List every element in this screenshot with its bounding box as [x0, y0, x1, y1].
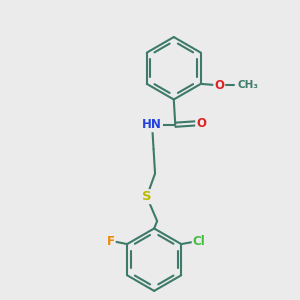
Text: HN: HN — [142, 118, 162, 131]
Text: O: O — [214, 79, 224, 92]
Text: Cl: Cl — [193, 235, 206, 248]
Text: F: F — [107, 235, 115, 248]
Text: O: O — [196, 117, 206, 130]
Text: CH₃: CH₃ — [237, 80, 258, 90]
Text: S: S — [142, 190, 152, 203]
